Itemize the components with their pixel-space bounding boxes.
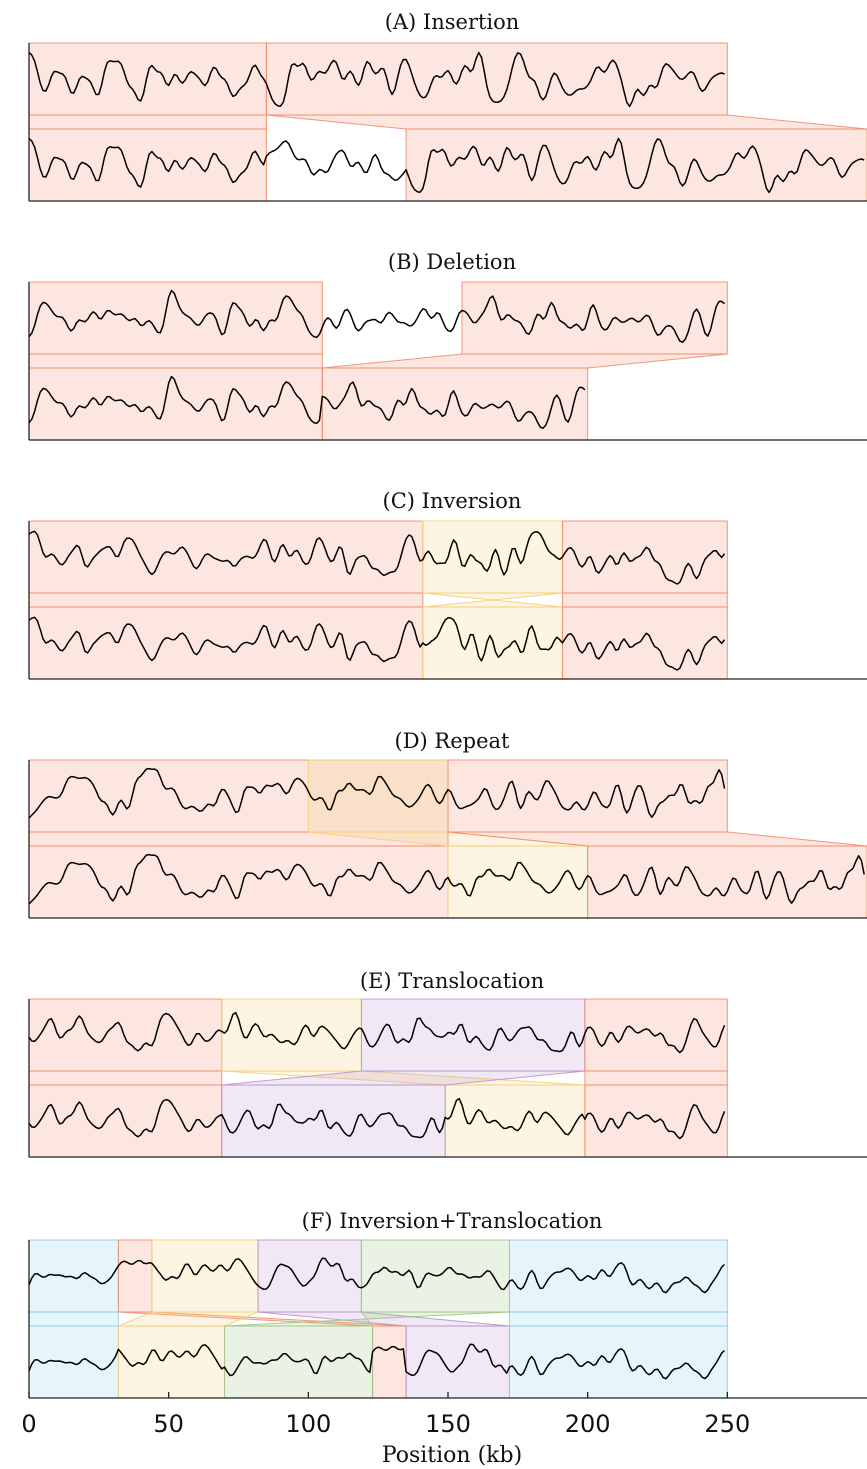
panel-title: (F) Inversion+Translocation	[302, 1209, 603, 1233]
block-ref-red	[562, 520, 728, 594]
block-link-red	[266, 114, 867, 130]
block-link-red	[322, 353, 728, 369]
x-tick-label: 0	[21, 1410, 36, 1438]
panel-title: (C) Inversion	[383, 489, 522, 513]
block-link-blue	[28, 1311, 119, 1327]
x-tick-label: 250	[704, 1410, 750, 1438]
block-ref-red	[28, 281, 323, 355]
block-query-red	[405, 128, 867, 202]
block-link-green	[224, 1311, 510, 1327]
block-query-blue	[508, 1325, 728, 1399]
query-signal	[28, 616, 726, 671]
block-ref-yellow	[307, 759, 449, 833]
block-query-blue	[28, 1325, 119, 1399]
query-signal	[28, 375, 586, 429]
query-signal	[28, 1097, 726, 1140]
query-signal	[28, 1343, 726, 1380]
panel-title: (B) Deletion	[388, 250, 516, 274]
panel-4: (D) Repeat	[28, 729, 867, 919]
block-ref-red	[28, 42, 267, 116]
panel-1: (A) Insertion	[28, 10, 867, 202]
block-link-red	[28, 353, 323, 369]
block-query-red	[28, 845, 449, 919]
block-link-purple	[221, 1070, 585, 1086]
block-ref-yellow	[151, 1239, 259, 1313]
query-signal	[28, 137, 865, 194]
block-query-red	[28, 128, 267, 202]
x-tick-label: 100	[285, 1410, 331, 1438]
panel-5: (E) Translocation	[28, 969, 867, 1158]
block-link-red	[28, 592, 424, 608]
x-tick-label: 50	[153, 1410, 184, 1438]
block-query-red	[562, 606, 728, 680]
block-link-red	[447, 831, 867, 847]
x-tick-label: 150	[425, 1410, 471, 1438]
reference-signal	[28, 289, 725, 343]
block-query-red	[28, 606, 424, 680]
block-link-yellow	[422, 592, 563, 608]
reference-signal	[28, 51, 725, 108]
block-query-red	[28, 1084, 223, 1158]
reference-signal	[28, 1257, 726, 1294]
panel-title: (A) Insertion	[385, 10, 520, 34]
block-link-blue	[508, 1311, 728, 1327]
block-ref-blue	[508, 1239, 728, 1313]
reference-signal	[28, 767, 726, 819]
panel-title: (D) Repeat	[395, 729, 511, 753]
block-query-red	[28, 367, 323, 441]
block-ref-red	[447, 759, 728, 833]
reference-signal	[28, 530, 726, 585]
x-axis-label: Position (kb)	[382, 1443, 522, 1468]
block-ref-red	[461, 281, 728, 355]
block-ref-yellow	[221, 998, 362, 1072]
block-query-yellow	[447, 845, 589, 919]
panel-title: (E) Translocation	[360, 969, 544, 993]
block-link-red	[562, 592, 728, 608]
block-ref-red	[117, 1239, 153, 1313]
block-query-purple	[221, 1084, 446, 1158]
block-query-red	[372, 1325, 407, 1399]
block-ref-purple	[360, 998, 586, 1072]
block-link-red	[28, 114, 267, 130]
block-query-yellow	[117, 1325, 226, 1399]
block-link-yellow	[118, 1311, 259, 1327]
panel-2: (B) Deletion	[28, 250, 867, 441]
query-signal	[28, 853, 865, 905]
block-query-red	[321, 367, 589, 441]
x-tick-label: 200	[565, 1410, 611, 1438]
reference-signal	[28, 1011, 726, 1054]
block-ref-red	[265, 42, 728, 116]
block-ref-red	[28, 520, 424, 594]
panel-3: (C) Inversion	[28, 489, 867, 680]
block-ref-blue	[28, 1239, 119, 1313]
block-link-red	[28, 1070, 223, 1086]
panel-6: (F) Inversion+Translocation	[28, 1209, 867, 1399]
block-link-red	[584, 1070, 728, 1086]
